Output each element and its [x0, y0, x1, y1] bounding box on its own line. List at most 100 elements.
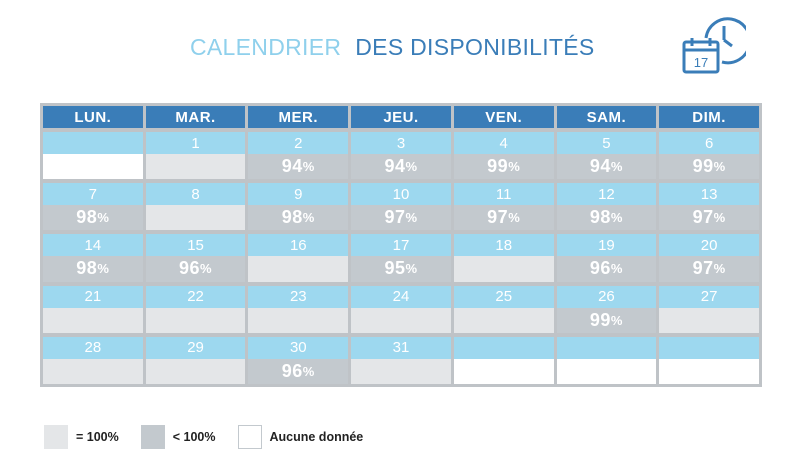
availability-percent: 98	[589, 207, 611, 228]
availability-percent: 97	[692, 258, 714, 279]
calendar-day-cell: 13 97%	[659, 183, 759, 231]
availability-value: 99%	[659, 154, 759, 180]
day-number	[659, 336, 759, 359]
percent-sign: %	[508, 159, 521, 175]
calendar-day-cell: 9 98%	[248, 183, 349, 231]
availability-value	[556, 358, 657, 384]
availability-percent: 95	[384, 258, 406, 279]
calendar-day-cell: 14 98%	[43, 234, 143, 282]
percent-sign: %	[713, 159, 726, 175]
weekday-header: MER.	[248, 106, 349, 128]
legend-item: Aucune donnée	[237, 425, 364, 449]
availability-value: 96%	[556, 256, 657, 282]
availability-value: 94%	[556, 154, 657, 180]
percent-sign: %	[610, 261, 623, 277]
availability-value: 96%	[145, 256, 246, 282]
calendar-day-cell: 27	[659, 285, 759, 333]
availability-value	[351, 307, 451, 333]
availability-percent: 98	[76, 258, 98, 279]
legend: = 100% < 100% Aucune donnée	[44, 425, 385, 449]
calendar-day-cell: 10 97%	[351, 183, 451, 231]
availability-percent: 96	[281, 360, 303, 381]
calendar-day-cell: 20 97%	[659, 234, 759, 282]
availability-percent: 94	[281, 156, 303, 177]
weekday-header: LUN.	[43, 106, 143, 128]
percent-sign: %	[508, 210, 521, 226]
day-number: 13	[659, 183, 759, 206]
calendar-day-cell: 11 97%	[453, 183, 554, 231]
day-number	[556, 336, 657, 359]
calendar-day-cell: 5 94%	[556, 132, 657, 180]
availability-percent: 99	[589, 309, 611, 330]
page-title: CALENDRIER DES DISPONIBILITÉS	[190, 34, 595, 61]
calendar-day-cell: 16	[248, 234, 349, 282]
availability-percent: 97	[487, 207, 509, 228]
availability-value	[453, 307, 554, 333]
weekday-header: VEN.	[453, 106, 554, 128]
day-number: 11	[453, 183, 554, 206]
calendar-day-cell: 8	[145, 183, 246, 231]
availability-value: 98%	[43, 205, 143, 231]
calendar-day-cell: 12 98%	[556, 183, 657, 231]
day-number: 7	[43, 183, 143, 206]
day-number: 17	[351, 234, 451, 257]
percent-sign: %	[610, 312, 623, 328]
percent-sign: %	[302, 159, 315, 175]
calendar-day-cell: 15 96%	[145, 234, 246, 282]
day-number: 15	[145, 234, 246, 257]
calendar-day-cell: 17 95%	[351, 234, 451, 282]
day-number: 21	[43, 285, 143, 308]
availability-value: 94%	[351, 154, 451, 180]
weekday-header: MAR.	[145, 106, 246, 128]
availability-value: 97%	[659, 205, 759, 231]
day-number: 29	[145, 336, 246, 359]
availability-value	[659, 307, 759, 333]
calendar-day-cell: 18	[453, 234, 554, 282]
availability-percent: 98	[76, 207, 98, 228]
availability-percent: 97	[384, 207, 406, 228]
day-number: 1	[145, 132, 246, 154]
day-number: 6	[659, 132, 759, 154]
calendar-day-cell: 22	[145, 285, 246, 333]
title-part-1: CALENDRIER	[190, 34, 342, 60]
calendar-day-cell: 26 99%	[556, 285, 657, 333]
availability-value: 97%	[453, 205, 554, 231]
day-number: 10	[351, 183, 451, 206]
percent-sign: %	[713, 261, 726, 277]
day-number: 19	[556, 234, 657, 257]
availability-value	[145, 358, 246, 384]
calendar-day-cell: 1	[145, 132, 246, 180]
legend-label: Aucune donnée	[269, 430, 364, 444]
availability-value	[145, 205, 246, 231]
calendar-day-cell	[453, 336, 554, 384]
calendar-day-cell: 3 94%	[351, 132, 451, 180]
availability-value	[43, 358, 143, 384]
legend-label: = 100%	[76, 430, 119, 444]
day-number: 14	[43, 234, 143, 257]
calendar-day-cell	[556, 336, 657, 384]
availability-value: 98%	[43, 256, 143, 282]
calendar-day-cell: 23	[248, 285, 349, 333]
day-number: 8	[145, 183, 246, 206]
day-number: 25	[453, 285, 554, 308]
calendar-day-cell: 4 99%	[453, 132, 554, 180]
day-number	[43, 132, 143, 154]
calendar-day-cell: 29	[145, 336, 246, 384]
percent-sign: %	[302, 363, 315, 379]
availability-percent: 94	[384, 156, 406, 177]
calendar-clock-icon: 17	[682, 17, 746, 74]
availability-percent: 97	[692, 207, 714, 228]
availability-value	[453, 358, 554, 384]
availability-value: 95%	[351, 256, 451, 282]
percent-sign: %	[302, 210, 315, 226]
percent-sign: %	[405, 261, 418, 277]
percent-sign: %	[200, 261, 213, 277]
day-number: 4	[453, 132, 554, 154]
day-number: 9	[248, 183, 349, 206]
availability-value	[43, 154, 143, 180]
day-number: 23	[248, 285, 349, 308]
legend-swatch	[44, 425, 68, 449]
calendar-day-cell: 31	[351, 336, 451, 384]
availability-value: 99%	[556, 307, 657, 333]
calendar-day-cell: 6 99%	[659, 132, 759, 180]
